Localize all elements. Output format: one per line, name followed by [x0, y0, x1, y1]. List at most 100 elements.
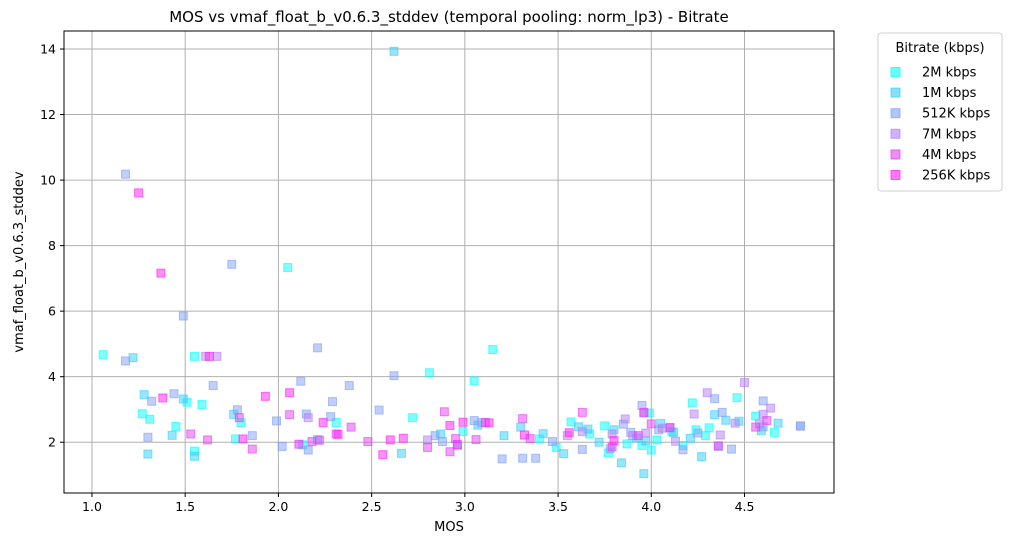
- data-point: [516, 422, 526, 432]
- data-point: [197, 400, 207, 410]
- legend-title: Bitrate (kbps): [895, 41, 984, 56]
- data-point: [497, 454, 507, 464]
- data-point: [566, 417, 576, 427]
- data-point: [374, 405, 384, 415]
- data-point: [128, 353, 138, 363]
- data-point: [577, 444, 587, 454]
- data-point: [389, 46, 399, 56]
- data-point: [697, 452, 707, 462]
- data-point: [437, 437, 447, 447]
- data-point: [204, 351, 214, 361]
- data-point: [726, 444, 736, 454]
- y-axis-label: vmaf_float_b_v0.6.3_stddev: [12, 171, 27, 353]
- data-point: [423, 435, 433, 445]
- data-point: [469, 416, 479, 426]
- data-point: [227, 259, 237, 269]
- data-point: [671, 436, 681, 446]
- data-point: [331, 418, 341, 428]
- data-points: [98, 46, 805, 479]
- data-point: [158, 393, 168, 403]
- data-point: [190, 451, 200, 461]
- data-point: [547, 437, 557, 447]
- x-tick-label: 4.5: [735, 499, 755, 514]
- data-point: [318, 418, 328, 428]
- series-3: [201, 351, 805, 446]
- data-point: [333, 429, 343, 439]
- y-tick-label: 10: [40, 173, 56, 188]
- data-point: [633, 431, 643, 441]
- data-point: [445, 421, 455, 431]
- data-point: [689, 409, 699, 419]
- data-point: [710, 394, 720, 404]
- x-tick-label: 3.0: [455, 499, 475, 514]
- grid-lines: [64, 31, 834, 493]
- data-point: [307, 437, 317, 447]
- legend-swatch: [890, 67, 901, 77]
- data-point: [143, 432, 153, 442]
- data-point: [212, 351, 222, 361]
- legend-label: 4M kbps: [922, 148, 977, 163]
- data-point: [751, 422, 761, 432]
- y-tick-label: 8: [48, 238, 56, 253]
- data-point: [238, 434, 248, 444]
- data-point: [484, 418, 494, 428]
- data-point: [303, 445, 313, 455]
- data-point: [147, 396, 157, 406]
- data-point: [232, 405, 242, 415]
- data-point: [518, 453, 528, 463]
- data-point: [652, 435, 662, 445]
- data-point: [398, 433, 408, 443]
- data-point: [639, 407, 649, 417]
- legend-label: 512K kbps: [922, 107, 991, 122]
- x-axis-ticks: 1.0 1.5 2.0 2.5 3.0 3.5 4.0 4.5: [82, 493, 754, 514]
- legend-label: 2M kbps: [922, 66, 977, 81]
- legend-swatch: [890, 170, 901, 180]
- data-point: [423, 442, 433, 452]
- data-point: [641, 428, 651, 438]
- data-point: [190, 351, 200, 361]
- data-point: [134, 188, 144, 198]
- y-tick-label: 6: [48, 304, 56, 319]
- data-point: [396, 448, 406, 458]
- data-point: [98, 350, 108, 360]
- data-point: [564, 428, 574, 438]
- data-point: [430, 431, 440, 441]
- legend-item: 512K kbps: [890, 107, 991, 122]
- data-point: [577, 407, 587, 417]
- data-point: [313, 343, 323, 353]
- data-point: [646, 445, 656, 455]
- y-tick-label: 12: [40, 107, 56, 122]
- data-point: [445, 447, 455, 457]
- data-point: [687, 398, 697, 408]
- data-point: [327, 397, 337, 407]
- series-5: [134, 188, 619, 460]
- data-point: [730, 418, 740, 428]
- data-point: [285, 388, 295, 398]
- x-tick-label: 4.0: [641, 499, 661, 514]
- data-point: [762, 416, 772, 426]
- legend-swatch: [890, 108, 901, 119]
- data-point: [559, 449, 569, 459]
- legend-items: 2M kbps 1M kbps 512K kbps 7M kbps 4M kbps 256…: [890, 66, 991, 184]
- data-point: [260, 391, 270, 401]
- data-point: [639, 469, 649, 479]
- data-point: [234, 413, 244, 423]
- data-point: [277, 441, 287, 451]
- data-point: [531, 453, 541, 463]
- series-4: [186, 407, 772, 457]
- legend-item: 256K kbps: [890, 169, 991, 184]
- legend-label: 7M kbps: [922, 127, 977, 142]
- chart-title: MOS vs vmaf_float_b_v0.6.3_stddev (tempo…: [169, 8, 729, 27]
- data-point: [715, 430, 725, 440]
- data-point: [693, 428, 703, 438]
- data-point: [577, 427, 587, 437]
- data-point: [169, 389, 179, 399]
- data-point: [203, 435, 213, 445]
- data-point: [758, 396, 768, 406]
- data-point: [458, 417, 468, 427]
- data-point: [665, 423, 675, 433]
- data-point: [685, 433, 695, 443]
- data-point: [294, 439, 304, 449]
- legend-label: 256K kbps: [922, 169, 991, 184]
